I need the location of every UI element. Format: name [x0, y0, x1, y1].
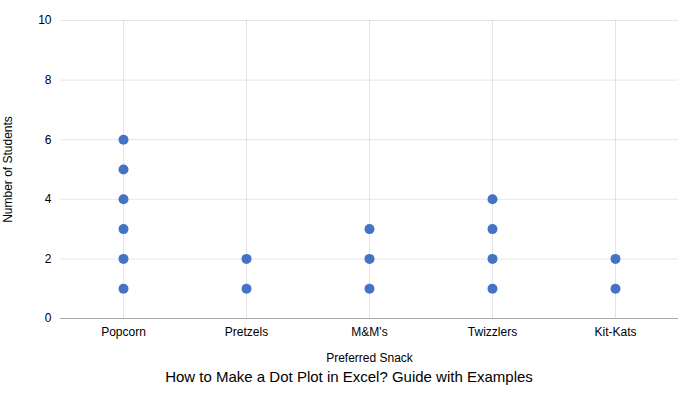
svg-text:Preferred Snack: Preferred Snack — [326, 351, 414, 365]
svg-text:Number of Students: Number of Students — [1, 116, 15, 223]
svg-text:M&M's: M&M's — [351, 325, 387, 339]
svg-text:Popcorn: Popcorn — [101, 325, 146, 339]
svg-text:2: 2 — [45, 252, 52, 266]
svg-text:10: 10 — [38, 13, 52, 27]
svg-text:4: 4 — [45, 192, 52, 206]
html-text:How to Make a Dot Plot in Exce: How to Make a Dot Plot in Excel? Guide w… — [165, 368, 533, 385]
svg-text:Kit-Kats: Kit-Kats — [594, 325, 636, 339]
svg-text:Twizzlers: Twizzlers — [468, 325, 517, 339]
svg-text:Pretzels: Pretzels — [225, 325, 268, 339]
svg-text:8: 8 — [45, 73, 52, 87]
svg-text:6: 6 — [45, 133, 52, 147]
svg-text:0: 0 — [45, 311, 52, 325]
